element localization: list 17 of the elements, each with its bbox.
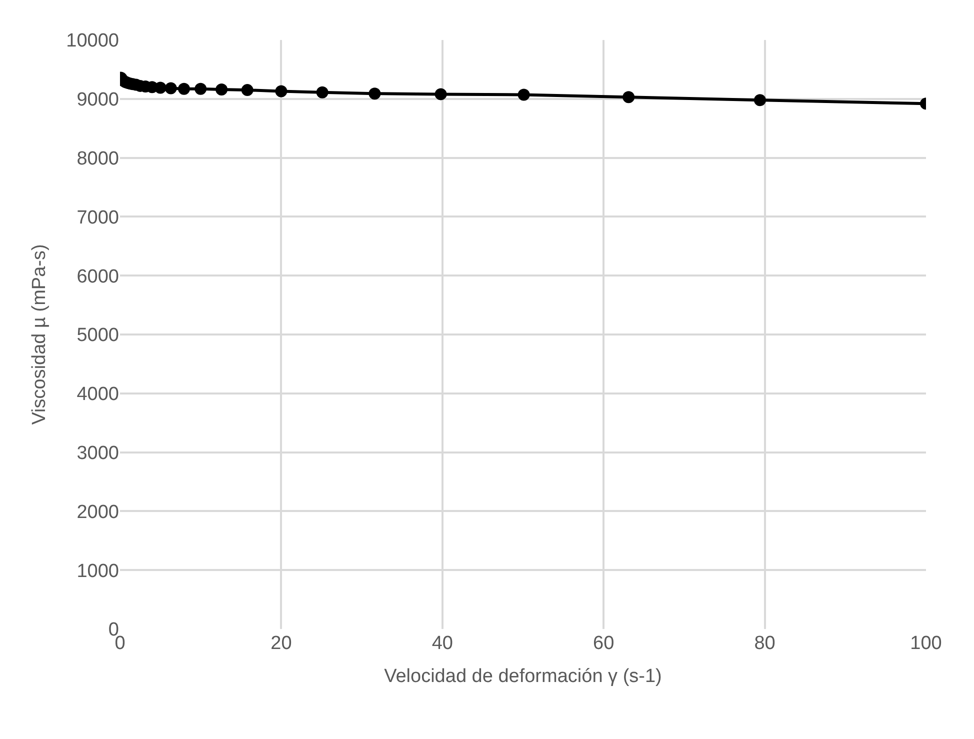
y-tick-label: 3000 bbox=[76, 442, 119, 464]
x-tick-label: 40 bbox=[432, 633, 453, 654]
y-tick-label: 10000 bbox=[66, 30, 119, 52]
y-tick-label: 9000 bbox=[76, 90, 119, 111]
y-tick-label: 5000 bbox=[76, 325, 119, 346]
y-tick-label: 6000 bbox=[76, 266, 119, 288]
y-tick-label: 1000 bbox=[76, 560, 119, 582]
x-tick-label: 80 bbox=[754, 633, 776, 654]
x-tick-label: 60 bbox=[593, 633, 614, 654]
x-tick-label: 100 bbox=[910, 633, 942, 654]
y-tick-label: 2000 bbox=[76, 502, 119, 523]
y-tick-label: 7000 bbox=[76, 207, 119, 228]
y-tick-label: 8000 bbox=[76, 148, 119, 170]
y-axis-title: Viscosidad µ (mPa-s) bbox=[29, 244, 50, 425]
x-axis-title: Velocidad de deformación γ (s-1) bbox=[384, 666, 662, 687]
y-tick-label: 4000 bbox=[76, 384, 119, 406]
x-tick-label: 20 bbox=[270, 633, 292, 654]
